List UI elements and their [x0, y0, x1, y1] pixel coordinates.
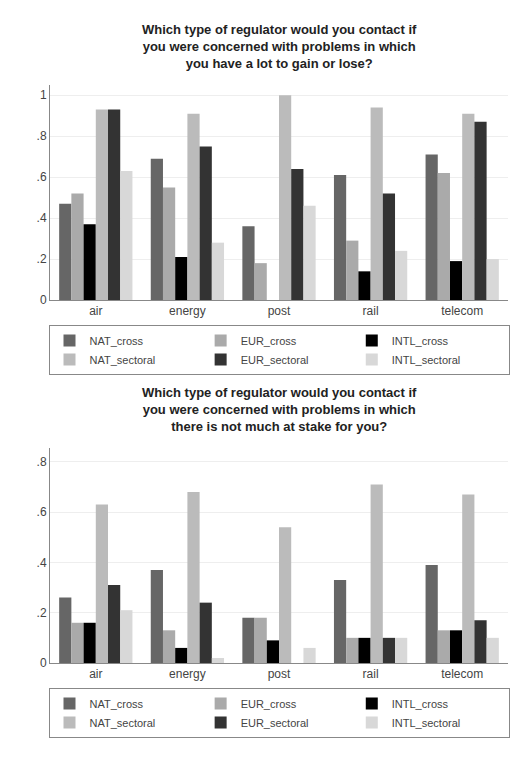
svg-text:NAT_sectoral: NAT_sectoral	[90, 354, 156, 366]
svg-text:Which type of regulator would: Which type of regulator would you contac…	[142, 22, 417, 71]
svg-text:.4: .4	[37, 211, 47, 225]
svg-text:telecom: telecom	[441, 667, 483, 681]
svg-text:.8: .8	[37, 455, 47, 469]
svg-text:telecom: telecom	[441, 304, 483, 318]
svg-text:INTL_cross: INTL_cross	[392, 698, 449, 710]
svg-text:INTL_sectoral: INTL_sectoral	[392, 354, 460, 366]
svg-text:energy: energy	[169, 667, 206, 681]
svg-text:.2: .2	[37, 252, 47, 266]
svg-text:INTL_sectoral: INTL_sectoral	[392, 717, 460, 729]
svg-text:0: 0	[40, 293, 47, 307]
svg-text:.2: .2	[37, 606, 47, 620]
svg-text:.6: .6	[37, 505, 47, 519]
svg-text:EUR_cross: EUR_cross	[241, 698, 297, 710]
svg-text:.6: .6	[37, 170, 47, 184]
svg-text:Which type of regulator would: Which type of regulator would you contac…	[142, 385, 417, 434]
svg-text:.4: .4	[37, 556, 47, 570]
svg-text:NAT_cross: NAT_cross	[90, 698, 144, 710]
svg-text:rail: rail	[363, 304, 379, 318]
svg-text:1: 1	[40, 88, 47, 102]
svg-text:INTL_cross: INTL_cross	[392, 335, 449, 347]
svg-text:.8: .8	[37, 129, 47, 143]
svg-text:rail: rail	[363, 667, 379, 681]
svg-text:air: air	[89, 667, 102, 681]
svg-text:EUR_sectoral: EUR_sectoral	[241, 717, 309, 729]
svg-text:post: post	[268, 304, 291, 318]
svg-text:EUR_cross: EUR_cross	[241, 335, 297, 347]
svg-text:NAT_cross: NAT_cross	[90, 335, 144, 347]
svg-text:EUR_sectoral: EUR_sectoral	[241, 354, 309, 366]
svg-text:0: 0	[40, 656, 47, 670]
svg-text:NAT_sectoral: NAT_sectoral	[90, 717, 156, 729]
svg-text:post: post	[268, 667, 291, 681]
svg-text:air: air	[89, 304, 102, 318]
svg-text:energy: energy	[169, 304, 206, 318]
